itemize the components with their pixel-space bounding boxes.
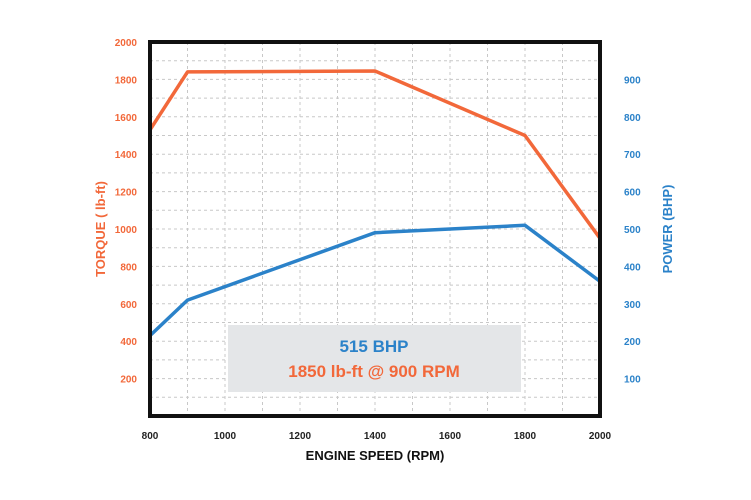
y-right-tick-label: 900 (624, 75, 641, 86)
y-right-tick-label: 400 (624, 262, 641, 273)
right-axis-ticks: 100 200 300 400 500 600 700 800 900 (624, 75, 641, 385)
y-left-tick-label: 2000 (115, 38, 138, 49)
y-right-tick-label: 100 (624, 375, 641, 386)
y-left-tick-label: 1600 (115, 113, 138, 124)
x-tick-label: 1000 (214, 431, 237, 442)
y-left-tick-label: 1400 (115, 150, 138, 161)
x-axis-title: ENGINE SPEED (RPM) (306, 448, 445, 463)
y-left-tick-label: 400 (120, 337, 137, 348)
y-axis-right-title: POWER (BHP) (660, 185, 675, 274)
x-tick-label: 800 (142, 431, 159, 442)
x-tick-label: 1200 (289, 431, 312, 442)
x-tick-label: 2000 (589, 431, 612, 442)
y-right-tick-label: 300 (624, 300, 641, 311)
y-left-tick-label: 200 (120, 375, 137, 386)
annotation-box: 515 BHP 1850 lb-ft @ 900 RPM (228, 325, 521, 392)
annotation-torque: 1850 lb-ft @ 900 RPM (288, 362, 460, 381)
y-right-tick-label: 700 (624, 150, 641, 161)
left-axis-ticks: 200 400 600 800 1000 1200 1400 1600 1800 2000 (115, 38, 138, 386)
y-right-tick-label: 200 (624, 337, 641, 348)
y-left-tick-label: 1200 (115, 188, 138, 199)
x-tick-label: 1400 (364, 431, 387, 442)
x-tick-label: 1600 (439, 431, 462, 442)
y-axis-left-title: TORQUE ( lb-ft) (93, 181, 108, 277)
y-left-tick-label: 1000 (115, 225, 138, 236)
annotation-power: 515 BHP (340, 337, 409, 356)
plot-frame (148, 40, 602, 418)
y-left-tick-label: 1800 (115, 75, 138, 86)
y-right-tick-label: 800 (624, 113, 641, 124)
y-left-tick-label: 600 (120, 300, 137, 311)
y-right-tick-label: 600 (624, 188, 641, 199)
annotation-background (228, 325, 521, 392)
y-right-tick-label: 500 (624, 225, 641, 236)
y-left-tick-label: 800 (120, 262, 137, 273)
x-axis-ticks: 800 1000 1200 1400 1600 1800 2000 (142, 431, 612, 442)
x-tick-label: 1800 (514, 431, 537, 442)
